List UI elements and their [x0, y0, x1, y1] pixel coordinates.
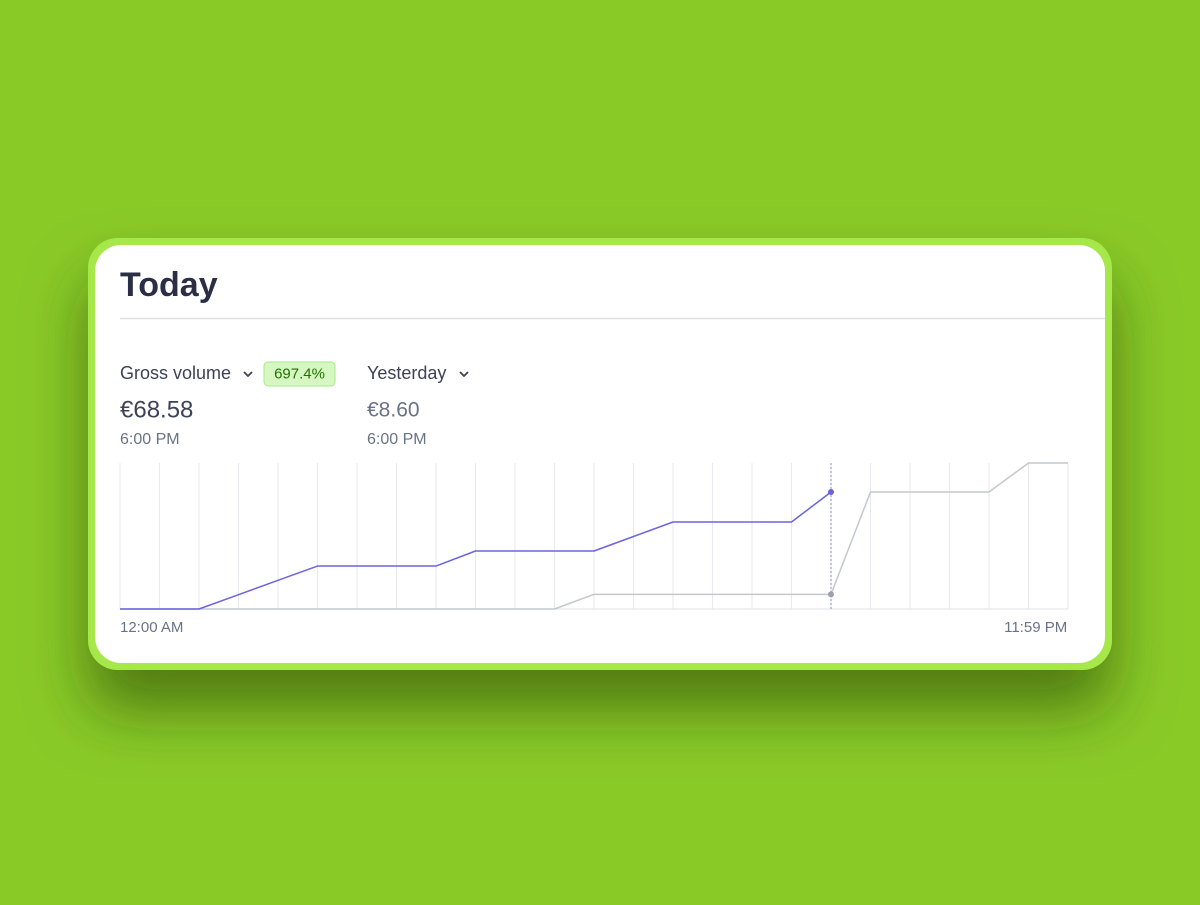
compare-label[interactable]: Yesterday: [367, 363, 446, 383]
hover-dot: [828, 591, 834, 598]
series-line: [120, 491, 832, 610]
chart: 12:00 AM 11:59 PM: [119, 462, 1069, 636]
compare-value: €8.60: [367, 399, 420, 422]
compare-time: 6:00 PM: [367, 431, 427, 448]
card: [95, 245, 1105, 663]
series-line: [120, 462, 1068, 610]
card-title: Today: [120, 266, 218, 304]
change-text: 697.4%: [274, 365, 325, 382]
hover-dot: [828, 489, 834, 496]
metric-label[interactable]: Gross volume: [120, 363, 231, 383]
x-tick-label: 11:59 PM: [1004, 619, 1067, 636]
chevron[interactable]: [243, 371, 253, 378]
metric-value: €68.58: [120, 396, 193, 423]
metric-time: 6:00 PM: [120, 431, 180, 448]
chevron[interactable]: [459, 371, 469, 378]
x-tick-label: 12:00 AM: [120, 619, 183, 636]
change-badge: [263, 361, 336, 387]
